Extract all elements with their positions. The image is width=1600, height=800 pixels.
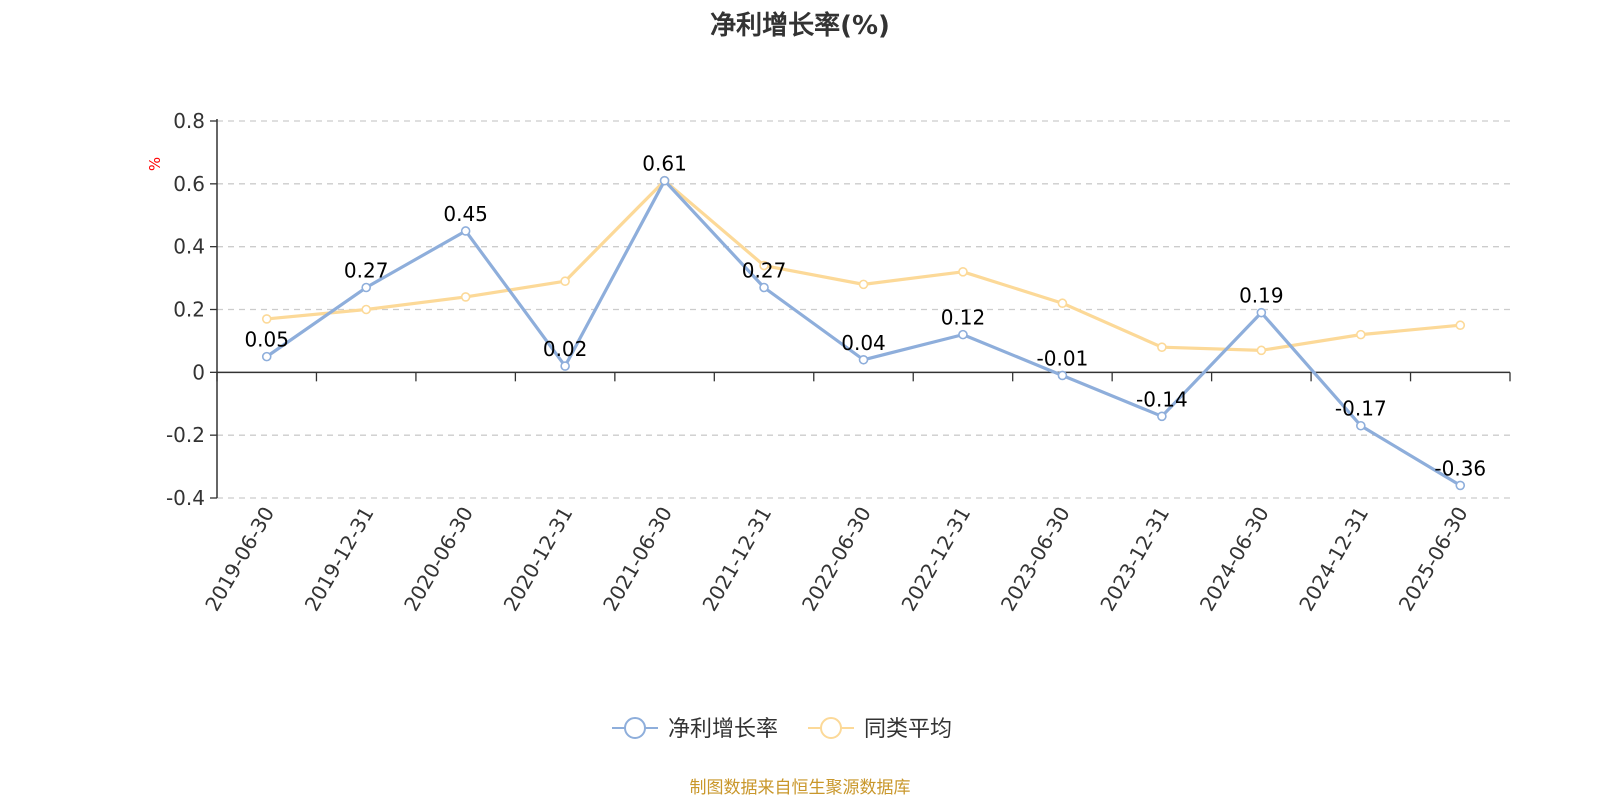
chart-title: 净利增长率(%) xyxy=(710,10,890,41)
data-label: 0.04 xyxy=(841,331,886,355)
y-tick-label: 0.8 xyxy=(173,109,205,133)
legend-item[interactable]: 净利增长率 xyxy=(612,717,778,742)
data-point[interactable] xyxy=(1356,329,1366,340)
data-point[interactable] xyxy=(1157,411,1167,422)
data-point[interactable] xyxy=(858,279,869,290)
x-tick-label: 2024-06-30 xyxy=(1195,503,1274,616)
y-tick-label: 0.6 xyxy=(173,172,205,196)
series-layer xyxy=(261,175,1466,491)
data-point[interactable] xyxy=(1057,298,1068,309)
legend-item[interactable]: 同类平均 xyxy=(808,717,952,742)
data-point[interactable] xyxy=(1455,320,1466,331)
data-label: 0.05 xyxy=(244,328,289,352)
x-tick-label: 2023-12-31 xyxy=(1095,503,1174,616)
data-label: 0.19 xyxy=(1239,284,1284,308)
data-point[interactable] xyxy=(858,354,869,365)
y-tick-label: 0.4 xyxy=(173,235,205,259)
data-point[interactable] xyxy=(261,351,272,362)
data-point[interactable] xyxy=(560,276,570,287)
legend-marker xyxy=(820,717,842,739)
x-tick-label: 2022-06-30 xyxy=(797,503,876,616)
x-tick-label: 2024-12-31 xyxy=(1294,503,1373,616)
y-tick-label: 0.2 xyxy=(173,298,205,322)
x-tick-label: 2022-12-31 xyxy=(896,503,975,616)
data-point[interactable] xyxy=(460,292,471,302)
data-label: -0.17 xyxy=(1335,397,1387,421)
x-tick-label: 2019-06-30 xyxy=(200,503,279,616)
x-tick-label: 2021-12-31 xyxy=(697,503,776,616)
x-tick-label: 2021-06-30 xyxy=(598,503,677,616)
x-tick-label: 2020-06-30 xyxy=(399,502,478,615)
data-label: 0.02 xyxy=(543,337,588,361)
data-point[interactable] xyxy=(261,314,272,324)
data-label: -0.01 xyxy=(1037,346,1089,370)
legend[interactable]: 净利增长率 同类平均 xyxy=(612,717,952,742)
source-note: 制图数据来自恒生聚源数据库 xyxy=(690,778,911,798)
y-tick-label: 0 xyxy=(192,360,205,384)
data-point[interactable] xyxy=(659,175,670,186)
data-point[interactable] xyxy=(1157,342,1167,353)
grid xyxy=(217,120,1510,499)
legend-label: 同类平均 xyxy=(864,717,952,742)
data-point[interactable] xyxy=(361,282,371,293)
data-point[interactable] xyxy=(759,282,769,293)
data-point[interactable] xyxy=(1356,420,1366,431)
y-tick-label: -0.4 xyxy=(166,486,205,510)
y-axis-unit: % xyxy=(146,157,164,171)
data-point[interactable] xyxy=(361,304,371,315)
data-point[interactable] xyxy=(759,260,769,271)
data-point[interactable] xyxy=(958,266,968,277)
legend-marker xyxy=(624,717,646,739)
data-point[interactable] xyxy=(1256,345,1267,356)
data-label: 0.61 xyxy=(642,152,687,176)
data-label: 0.27 xyxy=(344,259,389,283)
data-point[interactable] xyxy=(1455,480,1466,491)
data-point[interactable] xyxy=(1256,307,1267,318)
data-label: -0.36 xyxy=(1434,456,1486,480)
data-label: 0.45 xyxy=(443,202,488,226)
y-tick-label: -0.2 xyxy=(166,423,205,447)
data-point[interactable] xyxy=(560,361,570,371)
data-label: -0.14 xyxy=(1136,387,1188,411)
x-tick-label: 2020-12-31 xyxy=(499,503,578,616)
data-label: 0.12 xyxy=(941,306,986,330)
legend-label: 净利增长率 xyxy=(668,717,778,742)
data-point[interactable] xyxy=(1057,370,1068,381)
data-point[interactable] xyxy=(460,226,471,236)
x-tick-label: 2019-12-31 xyxy=(300,503,379,616)
x-tick-label: 2025-06-30 xyxy=(1394,503,1473,616)
data-label: 0.27 xyxy=(742,259,787,283)
data-labels: 0.05 0.27 0.45 0.02 0.61 0.27 0.04 0.12 -0.01 -0.… xyxy=(244,152,1486,481)
data-point[interactable] xyxy=(958,329,968,340)
x-tick-label: 2023-06-30 xyxy=(996,503,1075,616)
